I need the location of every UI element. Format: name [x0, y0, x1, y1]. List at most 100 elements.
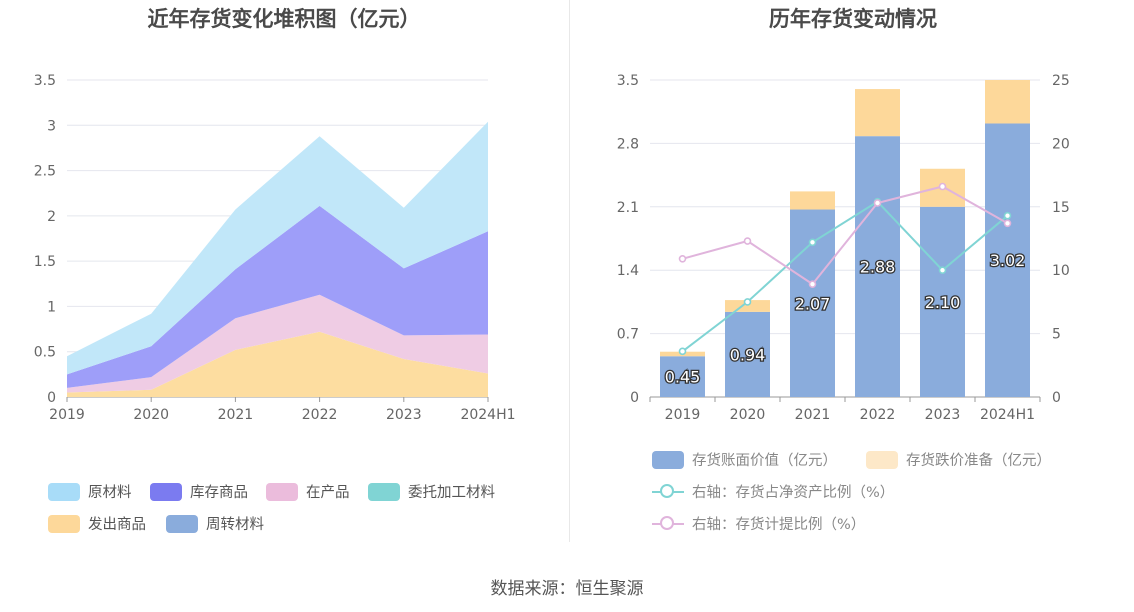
legend-swatch [866, 450, 898, 469]
x-tick-label: 2023 [386, 407, 422, 423]
line-point [678, 254, 687, 263]
y-tick-label: 0 [630, 390, 639, 406]
legend-item[interactable]: 存货账面价值（亿元） [652, 449, 837, 470]
legend-item[interactable]: 右轴：存货占净资产比例（%） [652, 481, 894, 502]
bar-book-value [660, 356, 705, 397]
bar-impairment-reserve [790, 191, 835, 210]
y2-tick-label: 15 [1052, 200, 1070, 216]
bar-data-label: 2.88 [860, 258, 896, 277]
bar-data-label: 0.45 [665, 368, 701, 387]
legend-swatch [48, 482, 80, 501]
y-tick-label: 1.5 [34, 254, 56, 270]
right-chart-title: 历年存货变动情况 [769, 7, 937, 31]
x-tick-label: 2022 [860, 407, 896, 423]
x-tick-label: 2021 [795, 407, 831, 423]
line-series-0 [681, 200, 1009, 353]
x-tick-label: 2022 [302, 407, 338, 423]
line-point [808, 238, 817, 247]
y2-tick-label: 10 [1052, 263, 1070, 279]
y-tick-label: 2 [47, 209, 56, 225]
legend-item[interactable]: 委托加工材料 [368, 481, 495, 502]
x-tick-label: 2019 [49, 407, 85, 423]
legend-swatch [652, 450, 684, 469]
x-tick-label: 2024H1 [460, 407, 515, 423]
legend-item[interactable]: 右轴：存货计提比例（%） [652, 513, 865, 534]
legend-label: 右轴：存货计提比例（%） [692, 517, 866, 533]
y-tick-label: 2.8 [617, 136, 639, 152]
legend-swatch [368, 482, 400, 501]
legend-swatch [652, 515, 684, 533]
legend-swatch [166, 514, 198, 533]
area-series-2 [67, 294, 488, 393]
y-tick-label: 0.5 [34, 345, 56, 361]
right-chart-panel: 历年存货变动情况 0 0.7 1.4 2.1 2.8 3.5 0 5 10 15 20 25 2019 2… [572, 0, 1134, 545]
legend-swatch [150, 482, 182, 501]
bar-impairment-reserve [985, 80, 1030, 124]
bar-book-value [920, 206, 965, 397]
y-tick-label: 3.5 [617, 73, 639, 89]
y-tick-label: 2.5 [34, 164, 56, 180]
bar-data-label: 2.10 [925, 293, 961, 312]
legend-item[interactable]: 存货跌价准备（亿元） [866, 449, 1051, 470]
data-source-note: 数据来源：恒生聚源 [490, 579, 644, 599]
y-tick-label: 1 [47, 299, 56, 315]
legend-label: 原材料 [88, 485, 132, 501]
left-chart-title: 近年存货变化堆积图（亿元） [147, 7, 421, 31]
line-point [808, 280, 817, 288]
legend-swatch [48, 514, 80, 533]
line-point [743, 298, 752, 306]
legend-item[interactable]: 库存商品 [150, 481, 248, 502]
line-point [678, 347, 687, 356]
legend-item[interactable]: 周转材料 [166, 513, 264, 534]
panel-divider [569, 0, 570, 542]
bar-impairment-reserve [725, 300, 770, 312]
area-series-3 [67, 205, 488, 388]
legend-label: 存货账面价值（亿元） [692, 453, 837, 469]
bar-data-label: 2.07 [795, 294, 831, 313]
stacked-area-chart: 0 0.5 1 1.5 2 2.5 3 3.5 2019 2020 2021 2022 2023 2024… [34, 73, 516, 423]
y2-tick-label: 20 [1052, 136, 1070, 152]
legend-item[interactable]: 原材料 [48, 481, 132, 502]
bar-impairment-reserve [855, 89, 900, 137]
legend-item[interactable]: 在产品 [266, 481, 350, 502]
x-tick-label: 2021 [218, 407, 254, 423]
y-tick-label: 2.1 [617, 200, 639, 216]
y-tick-label: 3 [47, 118, 56, 134]
legend-label: 右轴：存货占净资产比例（%） [692, 485, 895, 501]
y2-tick-label: 5 [1052, 327, 1061, 343]
bar-book-value [725, 311, 770, 397]
x-tick-label: 2020 [730, 407, 766, 423]
x-tick-label: 2020 [133, 407, 169, 423]
line-point [743, 237, 752, 245]
line-series-1 [682, 185, 1008, 286]
legend-label: 存货跌价准备（亿元） [906, 453, 1051, 469]
bar-line-combo-chart: 0 0.7 1.4 2.1 2.8 3.5 0 5 10 15 20 25 2019 2020 2021 20… [617, 73, 1070, 423]
x-tick-label: 2024H1 [980, 407, 1035, 423]
x-tick-label: 2019 [665, 407, 701, 423]
y-tick-label: 3.5 [34, 73, 56, 89]
y-tick-label: 0.7 [617, 327, 639, 343]
x-tick-label: 2023 [925, 407, 961, 423]
area-series-0 [67, 331, 488, 397]
line-point [938, 182, 947, 191]
y2-tick-label: 0 [1052, 390, 1061, 406]
bar-book-value [855, 136, 900, 397]
y2-tick-label: 25 [1052, 73, 1070, 89]
bar-data-label: 3.02 [990, 251, 1026, 270]
legend-item[interactable]: 发出商品 [48, 513, 146, 534]
legend-label: 在产品 [306, 485, 350, 501]
legend-label: 周转材料 [206, 517, 264, 533]
legend-swatch [266, 482, 298, 501]
legend-label: 委托加工材料 [408, 485, 495, 501]
line-point [1003, 211, 1012, 220]
legend-label: 发出商品 [88, 517, 146, 533]
line-point [873, 199, 882, 207]
y-tick-label: 0 [47, 390, 56, 406]
left-chart-panel: 近年存货变化堆积图（亿元） 0 0.5 1 1.5 2 2.5 3 3.5 2019 2020 20… [0, 0, 568, 545]
legend-swatch [652, 483, 684, 501]
bar-book-value [985, 123, 1030, 397]
legend-label: 库存商品 [190, 485, 248, 501]
line-point [1003, 219, 1012, 228]
line-point [938, 266, 947, 275]
y-tick-label: 1.4 [617, 263, 639, 279]
